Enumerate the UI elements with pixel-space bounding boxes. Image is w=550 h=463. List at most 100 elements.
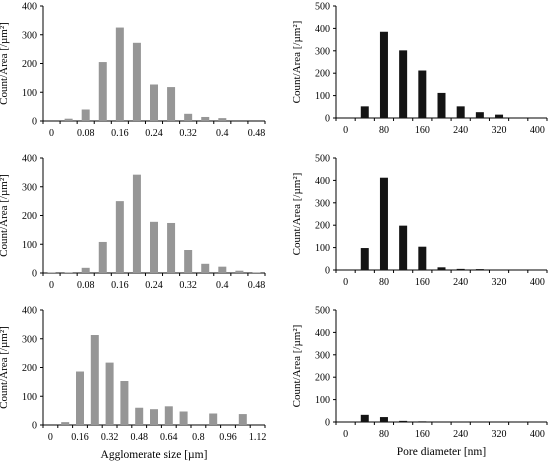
y-tick-label: 300 bbox=[22, 182, 37, 193]
histogram-bar bbox=[201, 116, 210, 121]
y-tick-label: 200 bbox=[315, 69, 330, 80]
y-tick-label: 200 bbox=[22, 59, 37, 70]
y-tick-label: 0 bbox=[32, 269, 37, 280]
histogram-bar bbox=[379, 177, 388, 270]
x-tick-label: 0.32 bbox=[179, 128, 197, 139]
y-tick-label: 0 bbox=[325, 114, 330, 125]
x-tick-label: 0 bbox=[343, 125, 348, 136]
x-tick-label: 240 bbox=[453, 277, 468, 288]
y-tick-label: 400 bbox=[22, 154, 37, 165]
y-tick-label: 300 bbox=[22, 30, 37, 41]
histogram-bar bbox=[61, 422, 70, 425]
x-tick-label: 160 bbox=[415, 277, 430, 288]
histogram-bar bbox=[209, 413, 218, 425]
x-tick-label: 1.12 bbox=[249, 432, 267, 443]
histogram-bar bbox=[64, 272, 73, 273]
histogram-bar bbox=[218, 118, 227, 121]
histogram-bar bbox=[98, 241, 107, 273]
histogram-bar bbox=[399, 225, 408, 270]
histogram-bar bbox=[437, 267, 446, 270]
x-tick-label: 0.8 bbox=[192, 432, 205, 443]
x-axis-label: Agglomerate size [µm] bbox=[101, 449, 208, 461]
histogram-bar bbox=[475, 269, 484, 270]
y-tick-label: 100 bbox=[315, 243, 330, 254]
histogram-bar bbox=[238, 414, 247, 425]
y-axis-label: Count/Area [/µm²] bbox=[0, 326, 10, 409]
x-tick-label: 320 bbox=[492, 277, 507, 288]
y-tick-label: 200 bbox=[315, 221, 330, 232]
y-tick-label: 300 bbox=[315, 46, 330, 57]
x-tick-label: 0.16 bbox=[111, 280, 129, 291]
histogram-bar bbox=[64, 118, 73, 121]
x-tick-label: 0.48 bbox=[248, 128, 266, 139]
histogram-bar bbox=[120, 381, 129, 425]
x-tick-label: 80 bbox=[379, 125, 389, 136]
x-tick-label: 0 bbox=[343, 429, 348, 440]
histogram-bar bbox=[184, 250, 193, 273]
histogram-bar bbox=[179, 411, 188, 425]
x-tick-label: 400 bbox=[530, 125, 545, 136]
histogram-bar bbox=[105, 362, 114, 425]
histogram-bar bbox=[475, 112, 484, 118]
histogram-bar bbox=[132, 174, 141, 273]
chart-panel-1: 0 100 200 300 400 0 0.08 0.16 0.24 0.32 0.4 0.48 Cou… bbox=[0, 2, 266, 139]
x-tick-label: 0.08 bbox=[77, 128, 95, 139]
y-tick-label: 100 bbox=[315, 91, 330, 102]
x-tick-label: 400 bbox=[530, 429, 545, 440]
y-tick-label: 500 bbox=[315, 154, 330, 165]
histogram-bar bbox=[81, 109, 90, 121]
x-tick-label: 160 bbox=[415, 429, 430, 440]
x-tick-label: 240 bbox=[453, 125, 468, 136]
histogram-bar bbox=[399, 50, 408, 118]
histogram-bar bbox=[252, 272, 261, 273]
y-tick-label: 100 bbox=[22, 240, 37, 251]
y-tick-label: 300 bbox=[315, 198, 330, 209]
x-tick-label: 320 bbox=[492, 125, 507, 136]
y-tick-label: 200 bbox=[315, 373, 330, 384]
y-tick-label: 100 bbox=[22, 88, 37, 99]
y-tick-label: 400 bbox=[22, 306, 37, 317]
histogram-bar bbox=[218, 266, 227, 273]
y-tick-label: 400 bbox=[315, 328, 330, 339]
y-tick-label: 0 bbox=[325, 418, 330, 429]
histogram-bar bbox=[456, 268, 465, 270]
y-tick-label: 100 bbox=[315, 395, 330, 406]
y-tick-label: 200 bbox=[22, 363, 37, 374]
histogram-bar bbox=[201, 263, 210, 273]
y-tick-label: 300 bbox=[22, 334, 37, 345]
histogram-bar bbox=[379, 31, 388, 118]
histogram-bar bbox=[164, 406, 173, 425]
histogram-bar bbox=[115, 201, 124, 273]
x-tick-label: 0 bbox=[49, 280, 54, 291]
y-tick-label: 500 bbox=[315, 2, 330, 13]
histogram-bar bbox=[150, 409, 158, 425]
histogram-bar bbox=[456, 106, 465, 118]
chart-panel-2: 0 100 200 300 400 500 0 80 160 240 320 400 Count/Are… bbox=[291, 2, 548, 136]
histogram-bar bbox=[360, 414, 369, 422]
x-axis-label: Pore diameter [nm] bbox=[397, 446, 486, 458]
x-tick-label: 0.32 bbox=[179, 280, 197, 291]
histogram-bar bbox=[167, 222, 176, 273]
histogram-bar bbox=[98, 62, 107, 121]
y-tick-label: 100 bbox=[22, 392, 37, 403]
x-tick-label: 0.32 bbox=[101, 432, 119, 443]
y-axis-label: Count/Area [/µm²] bbox=[0, 174, 10, 257]
histogram-bar bbox=[184, 113, 193, 121]
x-tick-label: 80 bbox=[379, 429, 389, 440]
histogram-bar bbox=[399, 420, 408, 422]
histogram-bar bbox=[437, 92, 446, 118]
y-tick-label: 400 bbox=[315, 176, 330, 187]
histogram-bar bbox=[360, 248, 369, 270]
histogram-bar bbox=[418, 70, 427, 118]
histogram-bar bbox=[76, 371, 84, 425]
histogram-bar bbox=[418, 246, 427, 270]
x-tick-label: 0.64 bbox=[160, 432, 178, 443]
histogram-bar bbox=[235, 270, 244, 273]
x-tick-label: 0.16 bbox=[111, 128, 129, 139]
histogram-bar bbox=[81, 267, 90, 273]
chart-panel-5: 0 100 200 300 400 0 0.16 0.32 0.48 0.64 0.8 0.96 1.1… bbox=[0, 306, 266, 462]
y-tick-label: 400 bbox=[22, 2, 37, 13]
y-tick-label: 200 bbox=[22, 211, 37, 222]
histogram-bar bbox=[90, 335, 99, 425]
